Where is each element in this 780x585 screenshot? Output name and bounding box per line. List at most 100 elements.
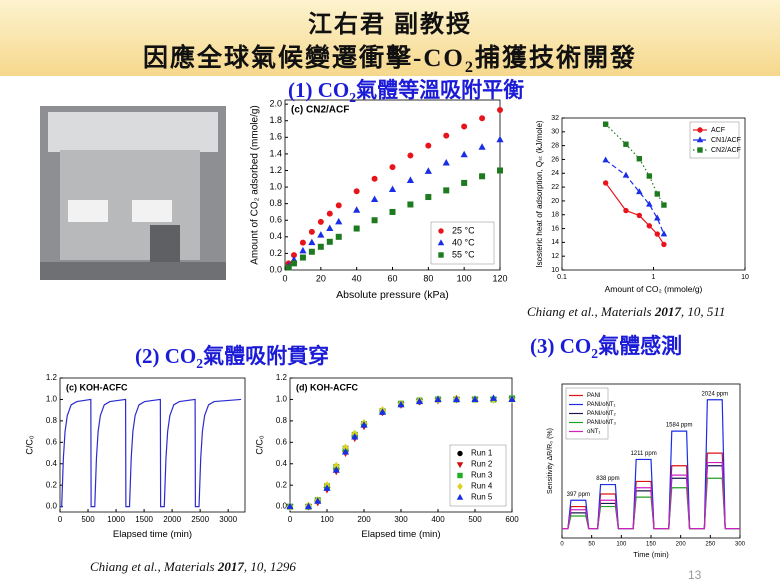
x-tick-label: 3000: [219, 515, 237, 524]
y-tick-label: 1.6: [269, 132, 282, 142]
marker: [697, 147, 703, 153]
panel-label: (d) KOH-ACFC: [296, 382, 358, 392]
marker: [497, 167, 503, 174]
marker: [370, 195, 379, 203]
annotation: 1584 ppm: [666, 423, 693, 429]
y-tick-label: 0.8: [276, 416, 288, 425]
x-axis-label: Elapsed time (min): [361, 529, 440, 540]
marker: [388, 185, 397, 193]
marker: [646, 200, 653, 207]
legend-label: CN1/ACF: [711, 137, 741, 144]
y-tick-label: 16: [551, 225, 559, 232]
y-axis-label: Isosteric heat of adsorption, Qₛₜ (kJ/mo…: [535, 120, 544, 268]
y-tick-label: 1.2: [276, 373, 288, 382]
legend-label: 40 °C: [452, 237, 475, 247]
y-tick-label: 0.8: [269, 198, 282, 208]
marker: [304, 502, 313, 510]
y-tick-label: 0.6: [276, 437, 288, 446]
x-tick-label: 40: [352, 273, 362, 283]
y-axis-label: Sensitivity ΔR/R₀ (%): [547, 428, 554, 494]
header-band: [0, 0, 780, 76]
y-tick-label: 1.4: [269, 148, 282, 158]
y-tick-label: 26: [551, 156, 559, 163]
marker: [457, 450, 463, 457]
marker: [489, 394, 498, 401]
x-tick-label: 500: [81, 515, 95, 524]
y-tick-label: 10: [551, 267, 559, 274]
y-tick-label: 0.2: [276, 480, 288, 489]
marker: [335, 217, 343, 225]
presenter: 江右君 副教授: [308, 12, 472, 38]
instrument-photo: [40, 106, 226, 280]
legend-label: ACF: [711, 127, 725, 134]
x-tick-label: 400: [431, 515, 445, 524]
marker: [654, 231, 660, 237]
x-tick-label: 1500: [135, 515, 153, 524]
x-tick-label: 600: [505, 515, 519, 524]
y-tick-label: 32: [551, 115, 559, 122]
marker: [479, 173, 486, 180]
y-tick-label: 12: [551, 253, 559, 260]
citation-part: Chiang et al., Materials: [527, 304, 655, 319]
marker: [456, 493, 464, 500]
x-axis-label: Elapsed time (min): [113, 529, 192, 540]
marker: [353, 188, 360, 195]
marker: [335, 233, 342, 240]
citation-year: 2017: [217, 559, 244, 574]
legend-label: 25 °C: [452, 225, 475, 235]
y-tick-label: 0.0: [276, 502, 288, 511]
legend-label: Run 4: [471, 482, 493, 491]
legend-label: oNT₁: [587, 429, 600, 435]
marker: [326, 238, 333, 245]
x-tick-label: 200: [676, 542, 687, 548]
x-tick-label: 120: [492, 273, 507, 283]
y-tick-label: 20: [551, 198, 559, 205]
annotation: 1211 ppm: [630, 451, 656, 457]
y-tick-label: 0.4: [46, 459, 58, 468]
marker: [623, 141, 629, 147]
x-tick-label: 2500: [191, 515, 209, 524]
section-sub: 2: [591, 346, 599, 362]
series-line: [562, 461, 740, 530]
marker: [299, 239, 306, 246]
x-axis-label: Time (min): [633, 550, 669, 559]
citation-part: Chiang et al., Materials: [90, 559, 218, 574]
marker: [317, 231, 325, 238]
marker: [353, 225, 360, 232]
legend-label: PANI: [587, 393, 601, 399]
marker: [415, 397, 424, 405]
marker: [497, 106, 503, 113]
marker: [442, 158, 450, 166]
y-axis-label: C/C₀: [254, 435, 264, 454]
marker: [457, 472, 463, 479]
marker: [452, 395, 461, 402]
marker: [407, 201, 414, 208]
marker: [389, 164, 396, 171]
x-tick-label: 80: [423, 273, 433, 283]
marker: [636, 188, 643, 195]
marker: [508, 395, 516, 402]
x-tick-label: 150: [646, 542, 657, 548]
y-tick-label: 0.2: [46, 480, 58, 489]
y-tick-label: 0.0: [46, 502, 58, 511]
citation-year: 2017: [654, 304, 681, 319]
x-tick-label: 50: [588, 542, 595, 548]
marker: [457, 482, 463, 491]
marker: [622, 171, 630, 178]
marker: [434, 395, 442, 402]
x-tick-label: 0: [282, 273, 287, 283]
marker: [696, 136, 704, 143]
legend-label: 55 °C: [452, 249, 475, 259]
marker: [351, 432, 359, 440]
plot-frame: [59, 377, 246, 513]
section-part: 氣體感測: [598, 334, 683, 358]
marker: [478, 143, 486, 150]
legend-label: Run 2: [471, 460, 493, 469]
marker: [299, 254, 306, 261]
marker: [636, 156, 643, 162]
marker: [443, 187, 450, 194]
y-tick-label: 28: [551, 142, 559, 149]
citation-part: , 10, 1296: [243, 559, 296, 574]
y-tick-label: 1.0: [46, 395, 58, 404]
